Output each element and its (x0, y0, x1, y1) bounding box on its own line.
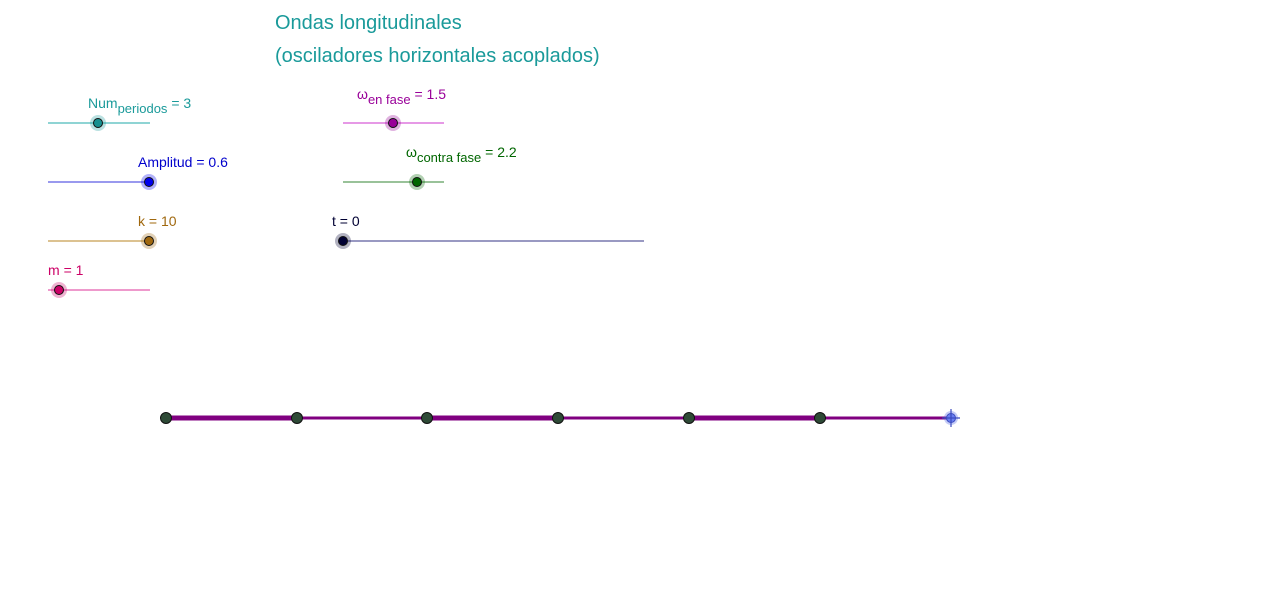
omega-contra-fase-knob[interactable] (409, 174, 425, 190)
omega-en-fase-knob[interactable] (385, 115, 401, 131)
amplitud-value: = 0.6 (196, 154, 228, 170)
t-slider[interactable] (335, 233, 644, 249)
omega-en-fase-slider[interactable] (343, 115, 444, 131)
omega-en-fase-name: ω (357, 86, 368, 102)
end-drag-point[interactable] (942, 409, 960, 427)
move-cross-icon (942, 409, 960, 427)
k-slider[interactable] (48, 233, 157, 249)
num-periodos-value: = 3 (171, 95, 192, 111)
title-line-2: (osciladores horizontales acoplados) (275, 45, 600, 67)
t-label: t = 0 (332, 213, 360, 229)
omega-en-fase-subscript: en fase (367, 92, 411, 107)
t-value: = 0 (339, 213, 360, 229)
mass-point[interactable] (291, 412, 303, 424)
mass-point[interactable] (814, 412, 826, 424)
omega-contra-fase-slider[interactable] (343, 174, 444, 190)
amplitud-name: Amplitud (138, 154, 193, 170)
num-periodos-slider[interactable] (48, 115, 150, 131)
omega-en-fase-label: ωen fase = 1.5 (357, 86, 447, 106)
num-periodos-label: Numperiodos = 3 (88, 95, 192, 115)
m-track[interactable] (48, 289, 150, 291)
k-value: = 10 (148, 213, 177, 229)
k-name: k (138, 213, 145, 229)
title-line-1: Ondas longitudinales (275, 12, 462, 34)
t-track[interactable] (343, 240, 644, 242)
amplitud-track[interactable] (48, 181, 150, 183)
k-label: k = 10 (138, 213, 177, 229)
amplitud-slider[interactable] (48, 174, 157, 190)
omega-contra-fase-value: = 2.2 (485, 144, 517, 160)
mass-point[interactable] (160, 412, 172, 424)
num-periodos-name: Num (88, 95, 118, 111)
m-label: m = 1 (48, 262, 83, 278)
omega-contra-fase-name: ω (406, 144, 417, 160)
m-slider[interactable] (48, 282, 150, 298)
m-name: m (48, 262, 60, 278)
amplitud-label: Amplitud = 0.6 (138, 154, 228, 170)
omega-contra-fase-track[interactable] (343, 181, 444, 183)
omega-contra-fase-label: ωcontra fase = 2.2 (406, 144, 517, 164)
mass-point[interactable] (683, 412, 695, 424)
m-knob[interactable] (51, 282, 67, 298)
t-knob[interactable] (335, 233, 351, 249)
masses (160, 412, 826, 424)
k-track[interactable] (48, 240, 150, 242)
m-value: = 1 (63, 262, 84, 278)
mass-point[interactable] (421, 412, 433, 424)
omega-en-fase-value: = 1.5 (414, 86, 447, 102)
k-knob[interactable] (141, 233, 157, 249)
omega-contra-fase-subscript: contra fase (416, 150, 482, 165)
num-periodos-subscript: periodos (117, 101, 168, 116)
t-name: t (332, 213, 336, 229)
num-periodos-knob[interactable] (90, 115, 106, 131)
amplitud-knob[interactable] (141, 174, 157, 190)
mass-point[interactable] (552, 412, 564, 424)
